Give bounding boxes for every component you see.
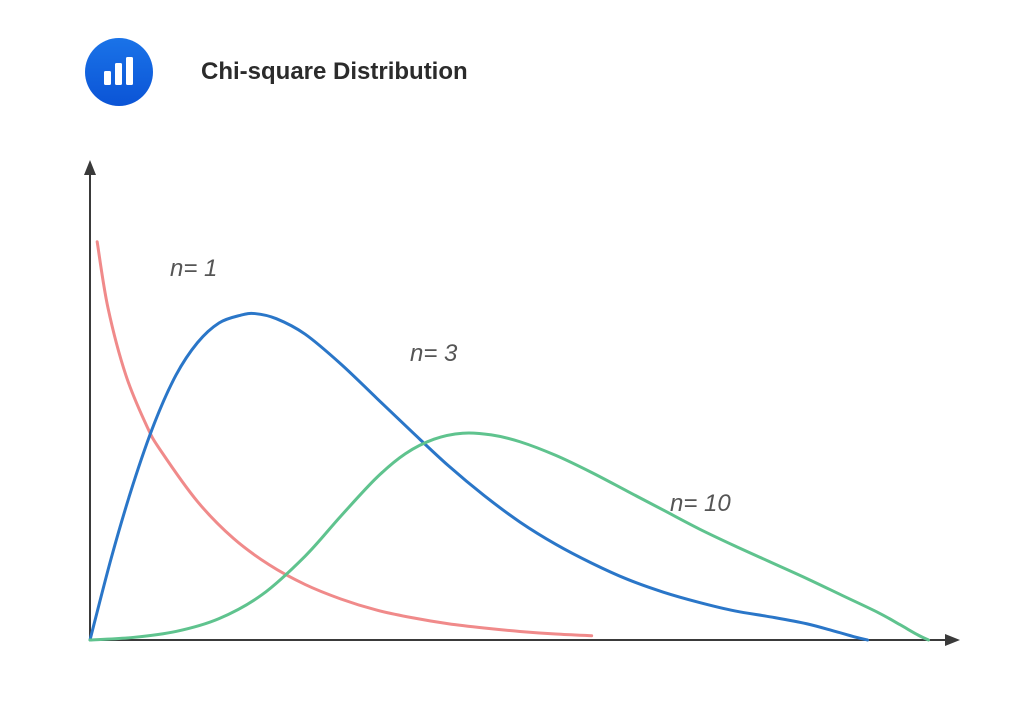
header: Chi-square Distribution — [85, 38, 468, 106]
page-title: Chi-square Distribution — [201, 58, 468, 86]
series-n3 — [90, 313, 868, 640]
series-label-n1: n= 1 — [170, 255, 217, 283]
series-n10 — [90, 433, 929, 640]
bar-chart-icon — [85, 38, 153, 106]
chi-square-chart: n= 1 n= 3 n= 10 — [50, 140, 970, 680]
series-label-n3: n= 3 — [410, 340, 457, 368]
series-n1 — [97, 242, 592, 636]
series-label-n10: n= 10 — [670, 490, 731, 518]
